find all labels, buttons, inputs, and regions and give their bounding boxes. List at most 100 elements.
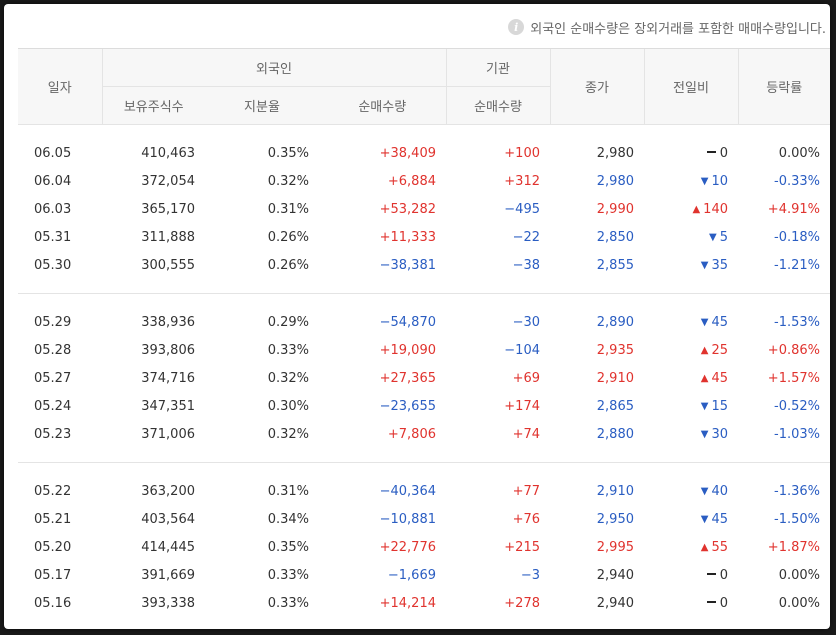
spacer-cell	[644, 125, 738, 140]
spacer-cell	[319, 125, 446, 140]
holdings-cell: 300,555	[141, 257, 195, 273]
spacer-cell	[18, 448, 102, 463]
group-spacer	[18, 125, 830, 140]
trading-table: 일자 외국인 기관 종가 전일비 등락률 보유주식수 지분율 순매수량 순매수량…	[18, 48, 830, 629]
foreign-net-cell: +7,806	[387, 426, 436, 442]
change-value: 140	[703, 201, 728, 217]
inst-net-cell: +215	[504, 539, 540, 555]
arrow-down-icon: ▼	[700, 175, 709, 187]
group-divider	[18, 617, 830, 629]
table-row: 05.16 393,338 0.33% +14,214 +278 2,940 0 0.00%	[18, 589, 830, 617]
rate-cell: 0.00%	[778, 595, 820, 611]
change-cell: ▼ 5	[644, 223, 738, 251]
change-cell: ▼ 10	[644, 167, 738, 195]
close-cell: 2,995	[596, 539, 634, 555]
close-cell: 2,940	[596, 567, 634, 583]
ratio-cell: 0.33%	[267, 595, 309, 611]
spacer-cell	[446, 294, 550, 309]
change-cell: ▼ 40	[644, 477, 738, 505]
rate-cell: -0.52%	[774, 398, 820, 414]
spacer-cell	[738, 125, 830, 140]
holdings-cell: 374,716	[141, 370, 195, 386]
change-value: 40	[711, 483, 728, 499]
holdings-cell: 363,200	[141, 483, 195, 499]
flat-dash-icon	[706, 572, 716, 575]
spacer-cell	[205, 463, 319, 478]
spacer-cell	[319, 294, 446, 309]
spacer-cell	[644, 463, 738, 478]
foreign-net-cell: −40,364	[379, 483, 436, 499]
ratio-cell: 0.32%	[267, 173, 309, 189]
foreign-net-cell: +38,409	[379, 145, 436, 161]
table-row: 05.22 363,200 0.31% −40,364 +77 2,910 ▼ 40 -1.36…	[18, 477, 830, 505]
change-cell: ▲ 45	[644, 364, 738, 392]
rate-cell: +1.87%	[767, 539, 820, 555]
inst-net-cell: +77	[512, 483, 540, 499]
date-cell: 05.30	[34, 257, 72, 273]
inst-net-cell: −495	[504, 201, 540, 217]
table-row: 05.23 371,006 0.32% +7,806 +74 2,880 ▼ 30 -1.03%	[18, 420, 830, 448]
notice: i 외국인 순매수량은 장외거래를 포함한 매매수량입니다.	[508, 17, 826, 37]
spacer-cell	[319, 617, 446, 629]
header-foreign: 외국인	[101, 48, 446, 87]
group-spacer	[18, 463, 830, 478]
inst-net-cell: +100	[504, 145, 540, 161]
table-row: 05.21 403,564 0.34% −10,881 +76 2,950 ▼ 45 -1.50…	[18, 505, 830, 533]
foreign-net-cell: −54,870	[379, 314, 436, 330]
date-cell: 05.16	[34, 595, 72, 611]
spacer-cell	[319, 279, 446, 294]
close-cell: 2,910	[596, 370, 634, 386]
rate-cell: -0.18%	[774, 229, 820, 245]
table-row: 05.28 393,806 0.33% +19,090 −104 2,935 ▲ 25 +0.8…	[18, 336, 830, 364]
change-value: 45	[711, 314, 728, 330]
date-cell: 05.31	[34, 229, 72, 245]
spacer-cell	[205, 125, 319, 140]
arrow-down-icon: ▼	[700, 485, 709, 497]
header-holdings: 보유주식수	[101, 86, 205, 125]
change-value: 45	[711, 370, 728, 386]
inst-net-cell: −38	[512, 257, 540, 273]
header-change: 전일비	[643, 48, 738, 125]
spacer-cell	[644, 617, 738, 629]
change-value: 0	[719, 567, 728, 583]
spacer-cell	[102, 448, 205, 463]
group-spacer	[18, 294, 830, 309]
spacer-cell	[102, 125, 205, 140]
investor-trading-panel: i 외국인 순매수량은 장외거래를 포함한 매매수량입니다. 일자 외국인 기관…	[4, 4, 830, 629]
spacer-cell	[18, 294, 102, 309]
change-value: 10	[711, 173, 728, 189]
rate-cell: -1.36%	[774, 483, 820, 499]
inst-net-cell: −30	[512, 314, 540, 330]
rate-cell: +1.57%	[767, 370, 820, 386]
inst-net-cell: −22	[512, 229, 540, 245]
spacer-cell	[446, 279, 550, 294]
close-cell: 2,890	[596, 314, 634, 330]
ratio-cell: 0.26%	[267, 257, 309, 273]
inst-net-cell: +174	[504, 398, 540, 414]
ratio-cell: 0.32%	[267, 370, 309, 386]
inst-net-cell: −3	[520, 567, 540, 583]
date-cell: 05.29	[34, 314, 72, 330]
header-rate: 등락률	[737, 48, 830, 125]
spacer-cell	[644, 448, 738, 463]
change-value: 0	[719, 145, 728, 161]
rate-cell: 0.00%	[778, 145, 820, 161]
ratio-cell: 0.35%	[267, 539, 309, 555]
foreign-net-cell: +6,884	[387, 173, 436, 189]
change-value: 25	[711, 342, 728, 358]
info-icon[interactable]: i	[508, 19, 525, 35]
change-value: 55	[711, 539, 728, 555]
holdings-cell: 393,806	[141, 342, 195, 358]
rate-cell: +4.91%	[767, 201, 820, 217]
ratio-cell: 0.29%	[267, 314, 309, 330]
rate-cell: -1.50%	[774, 511, 820, 527]
close-cell: 2,950	[596, 511, 634, 527]
foreign-net-cell: +53,282	[379, 201, 436, 217]
foreign-net-cell: −1,669	[387, 567, 436, 583]
change-cell: 0	[644, 561, 738, 589]
ratio-cell: 0.32%	[267, 426, 309, 442]
spacer-cell	[550, 279, 644, 294]
spacer-cell	[644, 279, 738, 294]
holdings-cell: 403,564	[141, 511, 195, 527]
change-value: 5	[719, 229, 728, 245]
